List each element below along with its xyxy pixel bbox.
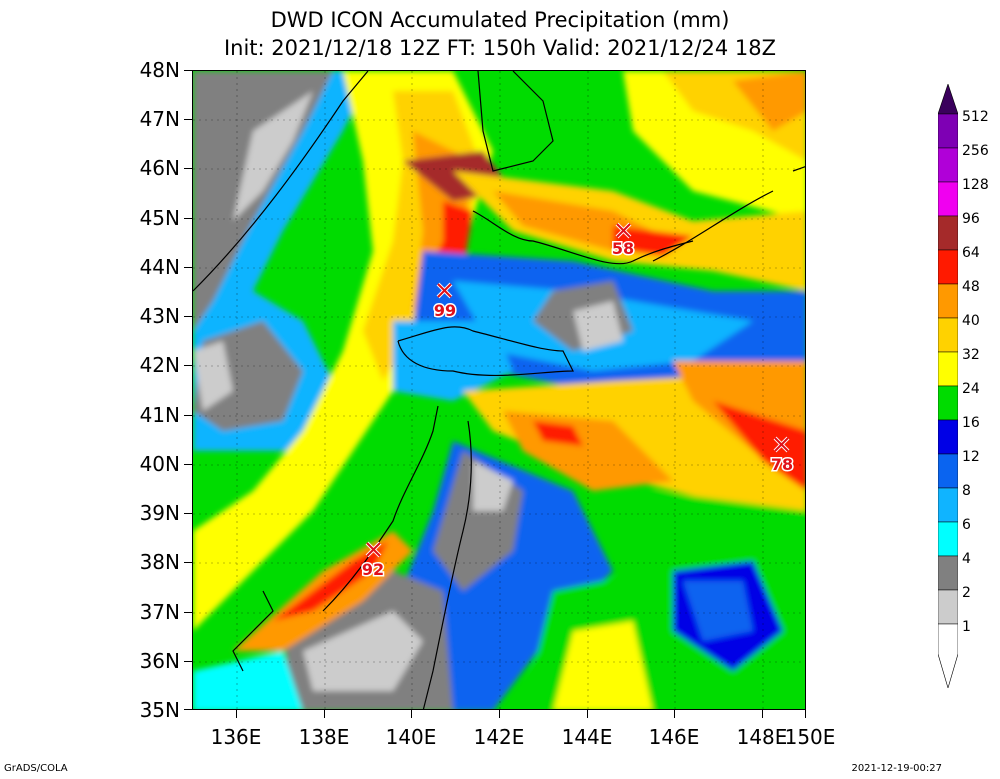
y-tick xyxy=(184,464,192,465)
colorbar-bin xyxy=(938,521,958,557)
colorbar-bin xyxy=(938,249,958,285)
lat-label: 38N xyxy=(139,550,180,574)
y-tick xyxy=(184,316,192,317)
x-tick xyxy=(324,710,325,718)
chart-subtitle: Init: 2021/12/18 12Z FT: 150h Valid: 202… xyxy=(223,36,777,60)
lat-label: 47N xyxy=(139,107,180,131)
legend-label: 96 xyxy=(962,211,980,227)
lat-label: 43N xyxy=(139,304,180,328)
lon-label: 142E xyxy=(473,725,525,749)
gridlines xyxy=(193,71,805,709)
colorbar-bin xyxy=(938,589,958,625)
legend-label: 24 xyxy=(962,381,980,397)
y-tick xyxy=(184,562,192,563)
y-tick xyxy=(184,365,192,366)
y-tick xyxy=(184,119,192,120)
lat-label: 46N xyxy=(139,156,180,180)
colorbar-bin xyxy=(938,147,958,183)
lon-label: 146E xyxy=(648,725,700,749)
legend-label: 48 xyxy=(962,279,980,295)
lat-label: 44N xyxy=(139,255,180,279)
lat-label: 35N xyxy=(139,698,180,722)
marker-value: 58 xyxy=(612,239,634,258)
lat-label: 37N xyxy=(139,600,180,624)
marker-value: 78 xyxy=(771,455,793,474)
y-tick xyxy=(184,513,192,514)
lon-label: 136E xyxy=(210,725,262,749)
lat-label: 45N xyxy=(139,206,180,230)
colorbar-bin xyxy=(938,555,958,591)
legend-label: 40 xyxy=(962,313,980,329)
colorbar-bin xyxy=(938,487,958,523)
footer-timestamp: 2021-12-19-00:27 xyxy=(851,763,942,774)
x-tick xyxy=(499,710,500,718)
y-tick xyxy=(184,661,192,662)
colorbar-bin xyxy=(938,181,958,217)
coastlines xyxy=(193,71,805,709)
colorbar-bin xyxy=(938,419,958,455)
colorbar-top-arrow xyxy=(938,84,958,115)
legend-label: 1 xyxy=(962,619,971,635)
legend-label: 256 xyxy=(962,143,989,159)
y-tick xyxy=(184,709,192,710)
x-tick xyxy=(762,710,763,718)
legend-label: 128 xyxy=(962,177,989,193)
max-marker-1: 58 xyxy=(610,222,636,260)
y-tick xyxy=(184,612,192,613)
colorbar-bin xyxy=(938,283,958,319)
colorbar xyxy=(938,84,958,688)
y-tick xyxy=(184,415,192,416)
x-tick xyxy=(236,710,237,718)
colorbar-bin xyxy=(938,113,958,149)
x-tick xyxy=(674,710,675,718)
lat-label: 36N xyxy=(139,649,180,673)
lat-label: 48N xyxy=(139,58,180,82)
max-marker-4: 92 xyxy=(360,541,386,581)
lon-label: 148E xyxy=(736,725,788,749)
y-tick xyxy=(184,218,192,219)
lon-label: 150E xyxy=(784,725,836,749)
colorbar-bin xyxy=(938,453,958,489)
y-tick xyxy=(184,267,192,268)
chart-title: DWD ICON Accumulated Precipitation (mm) xyxy=(270,8,730,32)
y-tick xyxy=(184,70,192,71)
y-tick xyxy=(184,168,192,169)
legend-label: 32 xyxy=(962,347,980,363)
colorbar-bin xyxy=(938,351,958,387)
lon-label: 140E xyxy=(385,725,437,749)
colorbar-bin xyxy=(938,385,958,421)
precip-field xyxy=(193,71,805,709)
legend-label: 4 xyxy=(962,551,971,567)
legend-label: 8 xyxy=(962,483,971,499)
x-tick xyxy=(411,710,412,718)
lat-label: 40N xyxy=(139,452,180,476)
footer-credit: GrADS/COLA xyxy=(4,763,68,774)
max-marker-2: 99 xyxy=(432,282,458,322)
colorbar-bin xyxy=(938,215,958,251)
colorbar-bin xyxy=(938,317,958,353)
lat-label: 42N xyxy=(139,353,180,377)
legend-label: 12 xyxy=(962,449,980,465)
max-marker-3: 78 xyxy=(769,436,795,476)
legend-label: 6 xyxy=(962,517,971,533)
marker-value: 92 xyxy=(362,560,384,579)
lon-label: 138E xyxy=(298,725,350,749)
map-field: 58 99 78 92 xyxy=(193,71,805,709)
lat-label: 39N xyxy=(139,501,180,525)
x-tick xyxy=(805,710,806,718)
legend-label: 16 xyxy=(962,415,980,431)
lon-label: 144E xyxy=(561,725,613,749)
legend-label: 2 xyxy=(962,585,971,601)
precipitation-map: 58 99 78 92 xyxy=(192,70,806,710)
lat-label: 41N xyxy=(139,403,180,427)
legend-label: 512 xyxy=(962,109,989,125)
colorbar-bottom-arrow xyxy=(938,623,958,688)
marker-value: 99 xyxy=(434,301,456,320)
legend-label: 64 xyxy=(962,245,980,261)
x-tick xyxy=(587,710,588,718)
